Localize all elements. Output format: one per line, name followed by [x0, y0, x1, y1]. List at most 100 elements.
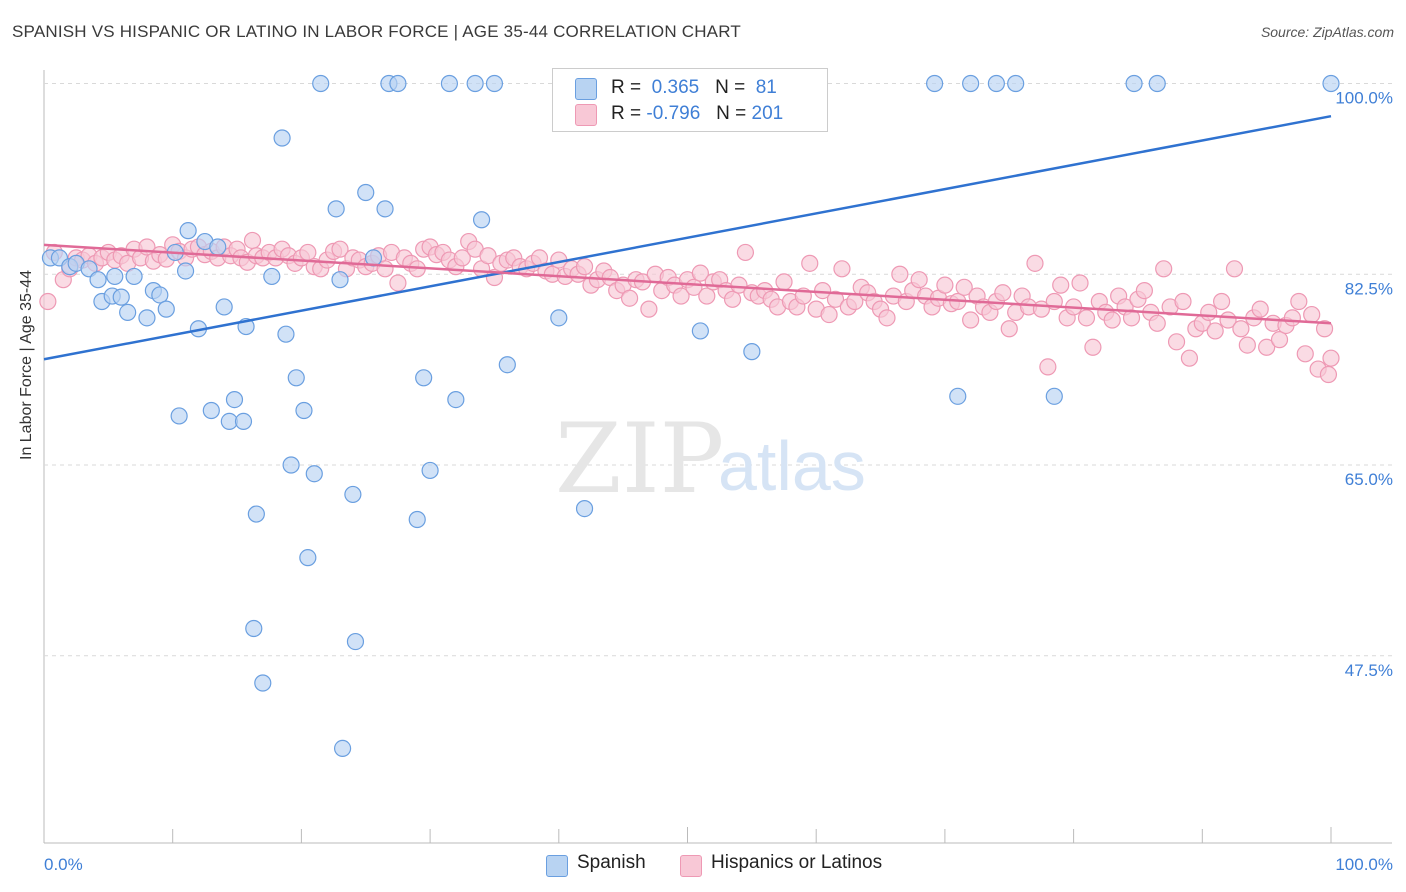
- y-tick-label: 65.0%: [1345, 470, 1393, 489]
- y-tick-label: 82.5%: [1345, 279, 1393, 298]
- hispanic-point: [1232, 320, 1250, 338]
- spanish-point: [157, 300, 175, 318]
- hispanic-point: [1296, 345, 1314, 363]
- spanish-point: [466, 74, 484, 93]
- hispanic-point: [1148, 314, 1166, 332]
- hispanic-point: [1251, 300, 1269, 318]
- spanish-point: [247, 505, 265, 523]
- hispanic-point: [833, 260, 851, 278]
- n-value: 201: [751, 103, 784, 124]
- hispanic-point: [672, 287, 690, 305]
- y-tick-label: 47.5%: [1345, 661, 1393, 680]
- legend-hispanic-text: R = -0.796 N = 201: [611, 103, 783, 125]
- spanish-point: [1125, 74, 1143, 93]
- hispanic-point: [1077, 309, 1096, 327]
- hispanic-point: [962, 311, 980, 329]
- hispanic-swatch: [575, 104, 597, 126]
- spanish-point: [170, 407, 188, 425]
- hispanic-point: [1026, 254, 1044, 272]
- spanish-point: [346, 632, 365, 651]
- spanish-point: [277, 325, 295, 343]
- hispanic-point: [730, 276, 748, 294]
- hispanic-point: [826, 290, 845, 308]
- hispanic-point: [1000, 320, 1018, 338]
- hispanic-point: [1283, 309, 1301, 327]
- hispanic-swatch: [680, 855, 702, 877]
- spanish-point: [287, 369, 305, 387]
- y-axis-label: In Labor Force | Age 35-44: [18, 269, 35, 460]
- hispanic-point: [479, 247, 497, 265]
- chart-title: SPANISH VS HISPANIC OR LATINO IN LABOR F…: [12, 22, 741, 41]
- hispanic-point: [39, 292, 57, 311]
- hispanic-point: [1290, 292, 1308, 311]
- hispanic-point: [1322, 349, 1340, 367]
- hispanic-point: [910, 271, 928, 289]
- spanish-point: [1148, 74, 1166, 93]
- hispanic-point: [691, 264, 709, 282]
- spanish-point: [151, 286, 169, 304]
- spanish-point: [138, 309, 156, 327]
- spanish-trend-line: [43, 114, 1332, 361]
- spanish-point: [89, 271, 107, 289]
- spanish-point: [472, 211, 491, 229]
- x-tick-label: 100.0%: [1335, 855, 1393, 874]
- hispanic-point: [1315, 320, 1334, 338]
- hispanic-trend-line: [43, 243, 1332, 325]
- spanish-swatch: [546, 855, 568, 877]
- spanish-point: [440, 74, 459, 93]
- spanish-point: [962, 74, 980, 93]
- hispanic-point: [1052, 276, 1070, 294]
- r-label: R =: [611, 77, 642, 98]
- spanish-point: [550, 309, 568, 327]
- hispanic-point: [1155, 260, 1173, 278]
- n-value: 81: [755, 77, 777, 98]
- r-value: 0.365: [651, 77, 700, 98]
- hispanic-point: [801, 254, 819, 272]
- spanish-point: [1045, 387, 1063, 405]
- spanish-point: [282, 456, 300, 474]
- spanish-point: [225, 391, 244, 409]
- hispanic-point: [1084, 338, 1102, 356]
- spanish-point: [112, 288, 130, 306]
- hispanic-point: [640, 300, 658, 318]
- spanish-point: [295, 401, 313, 420]
- n-label: N =: [715, 77, 746, 98]
- spanish-point: [447, 391, 465, 409]
- hispanic-point: [1303, 305, 1321, 324]
- hispanic-point: [331, 240, 349, 258]
- r-value: -0.796: [646, 103, 701, 124]
- spanish-point: [215, 298, 233, 316]
- spanish-point: [331, 271, 349, 289]
- watermark-zip: ZIP: [555, 403, 724, 515]
- spanish-point: [743, 343, 761, 361]
- hispanic-point: [878, 309, 896, 327]
- spanish-point: [408, 510, 426, 529]
- spanish-point: [389, 74, 407, 93]
- hispanic-point: [243, 231, 262, 250]
- hispanic-point: [299, 243, 317, 262]
- hispanic-point: [820, 305, 838, 324]
- hispanic-point: [698, 287, 716, 305]
- spanish-point: [333, 739, 352, 758]
- spanish-point: [421, 461, 439, 480]
- hispanic-point: [1180, 349, 1199, 367]
- legend-spanish-text: R = 0.365 N = 81: [611, 77, 777, 99]
- hispanic-point: [1319, 365, 1338, 384]
- hispanic-point: [453, 249, 471, 267]
- hispanic-point: [1039, 358, 1057, 376]
- spanish-point: [119, 303, 137, 321]
- hispanic-point: [1258, 338, 1276, 356]
- hispanic-point: [1135, 282, 1153, 300]
- spanish-point: [305, 465, 323, 483]
- hispanic-point: [1103, 311, 1121, 329]
- spanish-point: [245, 619, 263, 638]
- spanish-point: [176, 262, 195, 280]
- spanish-point: [254, 674, 272, 692]
- watermark-atlas: atlas: [718, 427, 866, 505]
- spanish-point: [376, 200, 394, 218]
- spanish-point: [327, 200, 345, 218]
- hispanic-point: [389, 274, 407, 292]
- spanish-point: [357, 183, 375, 202]
- spanish-point: [202, 401, 220, 420]
